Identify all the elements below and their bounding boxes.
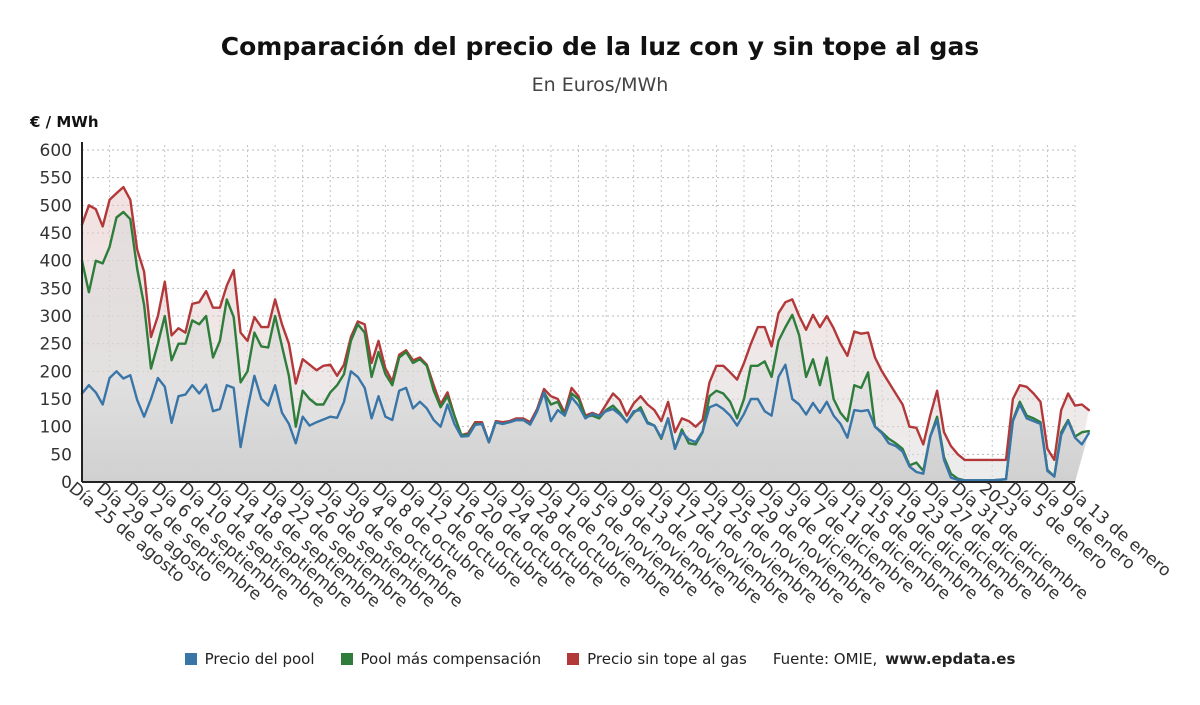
legend-swatch-compensation bbox=[340, 653, 353, 665]
y-axis-unit-label: € / MWh bbox=[30, 113, 99, 131]
legend-item-no-cap[interactable]: Precio sin tope al gas bbox=[567, 650, 747, 668]
series-line-pool[interactable] bbox=[80, 363, 1091, 482]
legend-item-pool[interactable]: Precio del pool bbox=[184, 650, 315, 668]
legend: Precio del pool Pool más compensación Pr… bbox=[0, 650, 1200, 668]
area-fill-compensation bbox=[82, 212, 1089, 482]
legend-swatch-no-cap bbox=[567, 653, 580, 665]
y-tick-label: 250 bbox=[40, 335, 72, 355]
legend-item-compensation[interactable]: Pool más compensación bbox=[340, 650, 542, 668]
y-tick-label: 50 bbox=[50, 445, 72, 465]
legend-swatch-pool bbox=[184, 653, 197, 665]
legend-label-compensation: Pool más compensación bbox=[360, 650, 542, 668]
y-tick-label: 400 bbox=[40, 252, 72, 272]
y-tick-label: 100 bbox=[40, 418, 72, 438]
y-tick-label: 450 bbox=[40, 224, 72, 244]
y-tick-label: 300 bbox=[40, 307, 72, 327]
area-fill-pool bbox=[82, 364, 1089, 482]
series-lines bbox=[80, 185, 1091, 482]
source-note: Fuente: OMIE, www.epdata.es bbox=[773, 650, 1016, 668]
y-tick-label: 150 bbox=[40, 390, 72, 410]
axes bbox=[81, 142, 1075, 483]
legend-label-pool: Precio del pool bbox=[204, 650, 315, 668]
source-site[interactable]: www.epdata.es bbox=[885, 650, 1016, 668]
area-fills bbox=[82, 187, 1089, 482]
source-prefix: Fuente: OMIE, bbox=[772, 650, 878, 668]
y-tick-label: 550 bbox=[40, 169, 72, 189]
chart-subtitle: En Euros/MWh bbox=[531, 74, 669, 96]
y-tick-label: 500 bbox=[40, 196, 72, 216]
y-tick-label: 350 bbox=[40, 279, 72, 299]
y-tick-label: 0 bbox=[61, 473, 72, 493]
y-tick-label: 200 bbox=[40, 362, 72, 382]
y-tick-labels: 0 50 100 150 200 250 300 350 400 450 500 550 600 bbox=[40, 141, 72, 493]
y-tick-label: 600 bbox=[40, 141, 72, 161]
legend-label-no-cap: Precio sin tope al gas bbox=[587, 650, 747, 668]
chart-title: Comparación del precio de la luz con y s… bbox=[220, 32, 980, 61]
